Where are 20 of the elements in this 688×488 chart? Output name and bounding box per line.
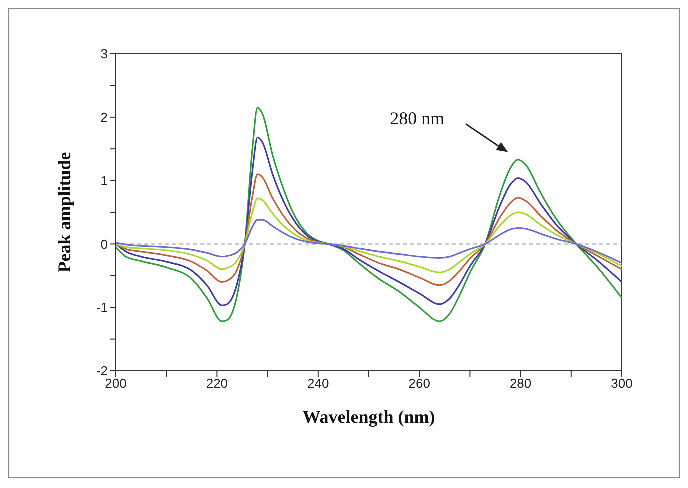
y-tick-label: -1: [96, 300, 108, 316]
y-tick-label: -2: [96, 364, 108, 379]
y-tick-label: 1: [100, 173, 108, 188]
x-tick-label: 300: [611, 376, 633, 392]
x-tick-label: 220: [206, 376, 228, 392]
line-series: [116, 107, 622, 322]
line-series: [116, 174, 622, 286]
x-tick-label: 200: [105, 376, 127, 392]
line-series: [116, 136, 622, 306]
x-tick-label: 280: [510, 376, 532, 392]
y-tick-label: 0: [100, 236, 108, 252]
line-series: [116, 219, 622, 264]
x-tick-label: 260: [408, 376, 430, 392]
y-tick-label: 2: [100, 110, 108, 126]
x-axis-title: Wavelength (nm): [302, 407, 436, 427]
x-tick-label: 240: [308, 376, 330, 392]
line-series: [116, 198, 622, 274]
annotation: 280 nm: [390, 108, 445, 128]
y-tick-label: 3: [100, 46, 108, 62]
y-axis-title: Peak amplitude: [54, 152, 74, 273]
